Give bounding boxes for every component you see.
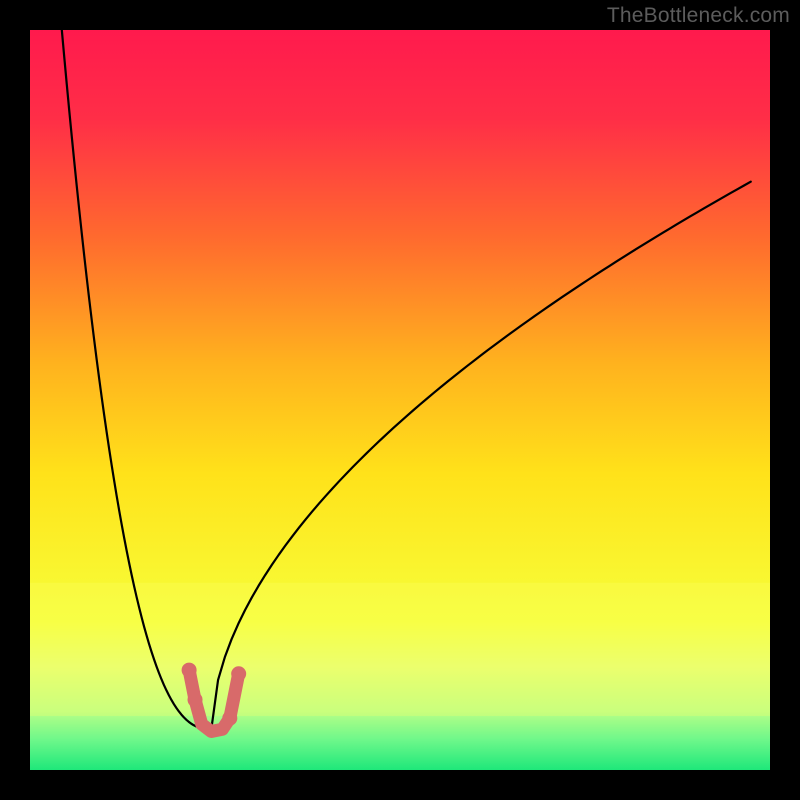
marker-dot [231,666,246,681]
watermark-text: TheBottleneck.com [607,4,790,28]
highlight-band [30,583,770,716]
bottleneck-chart [0,0,800,800]
marker-dot [182,663,197,678]
marker-dot [222,711,237,726]
marker-dot [188,692,203,707]
chart-container: { "watermark": { "text": "TheBottleneck.… [0,0,800,800]
